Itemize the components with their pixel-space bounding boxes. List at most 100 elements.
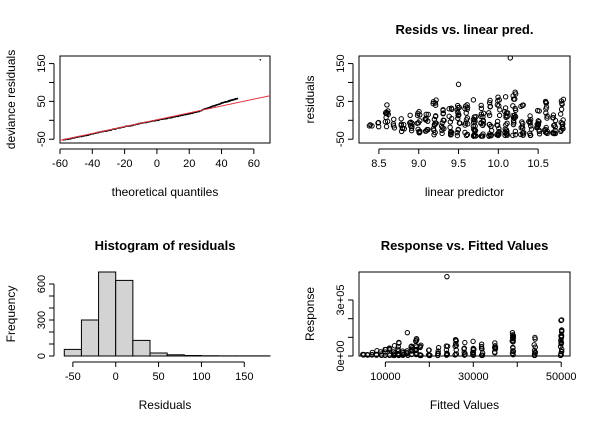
data-point: [435, 344, 442, 351]
y-axis-label: Frequency: [4, 286, 18, 343]
data-point: [453, 337, 459, 343]
data-point: [534, 107, 541, 114]
data-point: [511, 112, 518, 118]
data-point: [544, 128, 550, 134]
data-point: [425, 111, 431, 118]
y-tick-label: 600: [36, 275, 48, 293]
data-point: [532, 344, 538, 350]
data-point: [455, 115, 461, 121]
data-point: [503, 112, 509, 119]
data-point: [456, 112, 462, 118]
resids-vs-linear-pred-plot: 8.5 9.0 9.5 10.0 10.5 -50 50 150 Resids vs. line…: [303, 22, 571, 199]
data-point: [408, 119, 414, 125]
x-tick-label: 50000: [546, 371, 577, 383]
data-point: [503, 110, 510, 116]
data-point: [448, 105, 455, 111]
histogram-bar: [166, 354, 185, 357]
data-point: [527, 119, 533, 126]
chart-title: Histogram of residuals: [95, 238, 236, 253]
data-point: [558, 106, 565, 112]
data-point: [366, 123, 373, 129]
data-point: [510, 93, 516, 99]
data-point: [395, 348, 402, 354]
data-point: [495, 94, 501, 100]
data-point: [464, 115, 471, 121]
data-point: [367, 122, 374, 128]
y-tick-label: 150: [36, 54, 48, 72]
data-point: [510, 103, 516, 109]
data-point: [543, 110, 549, 116]
histogram-bar: [115, 279, 134, 357]
data-point: [426, 352, 432, 358]
data-point: [544, 130, 550, 137]
data-point: [375, 123, 382, 130]
data-point: [448, 115, 455, 122]
data-point: [511, 115, 518, 121]
x-axis-label: theoretical quantiles: [112, 185, 219, 199]
data-point: [486, 112, 493, 119]
data-point: [398, 116, 404, 122]
data-point: [401, 126, 408, 132]
data-point: [439, 130, 445, 137]
data-point: [423, 128, 429, 134]
data-point: [382, 349, 388, 355]
data-point: [382, 119, 389, 125]
data-point: [435, 350, 441, 356]
data-point: [455, 112, 461, 119]
data-point: [447, 124, 453, 131]
data-point: [478, 102, 484, 109]
y-tick-label: 50: [36, 95, 48, 107]
data-point: [408, 125, 415, 131]
data-point: [496, 125, 502, 132]
data-point: [509, 350, 516, 357]
data-point: [418, 342, 424, 348]
data-point: [510, 132, 516, 139]
y-tick-label: 300: [36, 311, 48, 329]
y-tick-label: -50: [335, 131, 347, 147]
data-point: [384, 118, 391, 125]
reference-line: [59, 95, 271, 141]
data-point: [495, 122, 501, 129]
data-point: [532, 336, 538, 342]
x-tick-label: 60: [248, 158, 260, 170]
data-point: [369, 349, 375, 356]
data-point: [558, 351, 564, 357]
data-point: [495, 98, 501, 104]
data-point: [479, 352, 485, 358]
data-point: [559, 101, 565, 107]
y-tick-label: 50: [335, 95, 347, 107]
histogram-bar: [132, 339, 151, 357]
data-point: [470, 352, 476, 358]
data-point: [488, 123, 494, 130]
x-tick-label: 0: [154, 158, 160, 170]
data-point: [557, 111, 564, 117]
data-point: [433, 97, 439, 103]
data-point: [390, 123, 397, 129]
data-point: [511, 120, 517, 126]
y-tick-label: 0e+00: [335, 341, 347, 372]
data-point: [519, 130, 526, 136]
data-point: [486, 110, 492, 116]
data-point: [424, 126, 430, 133]
x-axis-label: linear predictor: [425, 185, 504, 199]
data-point: [479, 346, 485, 352]
data-point: [408, 127, 415, 134]
data-point: [373, 352, 380, 358]
chart-title: Resids vs. linear pred.: [395, 22, 533, 37]
x-tick-label: 150: [235, 371, 253, 383]
data-point: [487, 104, 493, 110]
y-tick-label: 150: [335, 54, 347, 72]
data-point: [430, 99, 437, 105]
x-tick-label: 0: [113, 371, 119, 383]
plot-frame: [358, 55, 571, 144]
x-tick-label: 10.0: [488, 158, 509, 170]
data-point: [431, 121, 438, 127]
data-point: [512, 132, 519, 138]
data-point: [417, 112, 423, 118]
data-point: [452, 343, 458, 350]
x-tick-label: 20: [183, 158, 195, 170]
data-point: [404, 329, 411, 336]
data-point: [391, 116, 397, 122]
data-point: [478, 105, 485, 112]
data-point: [527, 132, 534, 139]
